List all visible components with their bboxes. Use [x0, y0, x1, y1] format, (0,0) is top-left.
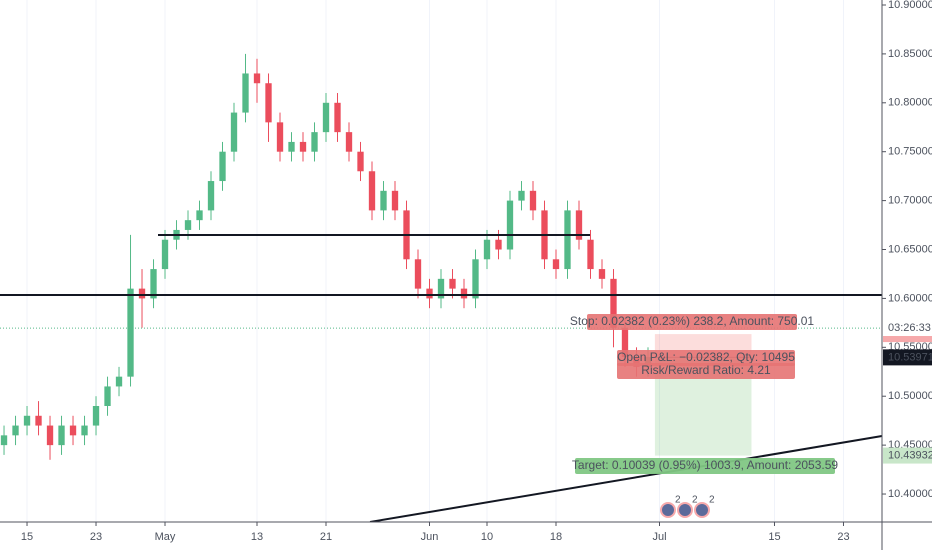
- candle-body: [529, 190, 537, 211]
- x-tick-label: 23: [837, 531, 849, 543]
- candle-body: [196, 210, 203, 221]
- candle-body: [621, 327, 629, 358]
- candle-body: [276, 122, 284, 152]
- candle-body: [46, 425, 54, 446]
- candle-body: [437, 278, 445, 299]
- x-tick-label: 23: [90, 531, 102, 543]
- x-tick-label: 18: [550, 531, 562, 543]
- x-tick-label: 10: [481, 531, 493, 543]
- candle-body: [265, 83, 272, 123]
- plot: [0, 53, 883, 523]
- candle-body: [460, 288, 468, 299]
- candle-body: [242, 73, 249, 113]
- candle-body: [587, 239, 594, 270]
- candle-body: [368, 171, 376, 211]
- candle-body: [12, 425, 19, 436]
- candle-body: [483, 239, 491, 260]
- candle-body: [23, 415, 31, 426]
- candle-body: [230, 112, 238, 152]
- y-tick-label: 10.65000: [888, 243, 932, 255]
- rr-label-box: [617, 363, 795, 379]
- y-tick-label: 10.50000: [888, 390, 932, 402]
- target-label-box: [575, 458, 835, 474]
- candle-body: [334, 102, 341, 133]
- y-tick-label: 10.75000: [888, 146, 932, 158]
- candle-body: [426, 288, 433, 299]
- candle-body: [610, 278, 617, 328]
- candle-body: [92, 406, 100, 426]
- target-label: Target: 0.10039 (0.95%) 1003.9, Amount: …: [572, 458, 839, 472]
- candle-body: [345, 132, 353, 152]
- candle-body: [506, 200, 514, 250]
- pnl-label: Open P&L: −0.02382, Qty: 10495: [617, 350, 795, 364]
- x-tick-label: May: [155, 531, 176, 543]
- y-tick-label: 10.85000: [888, 48, 932, 60]
- candle-body: [552, 259, 560, 270]
- candle-body: [472, 259, 479, 299]
- candle-body: [35, 415, 42, 426]
- candle-body: [564, 210, 571, 270]
- candle-body: [598, 269, 606, 279]
- candle-body: [127, 288, 134, 377]
- candle-body: [184, 220, 192, 230]
- candle-body: [391, 190, 399, 211]
- labels: Stop: 0.02382 (0.23%) 238.2, Amount: 750…: [570, 314, 932, 518]
- candle-body: [311, 132, 318, 152]
- candle-body: [150, 269, 157, 299]
- candle-body: [253, 73, 261, 84]
- x-tick-label: 13: [251, 531, 263, 543]
- event-icon[interactable]: [694, 502, 710, 518]
- candle-body: [161, 239, 169, 270]
- event-icon[interactable]: [677, 502, 693, 518]
- candle-body: [69, 425, 77, 436]
- event-icon[interactable]: [660, 502, 676, 518]
- candle-body: [115, 376, 123, 387]
- countdown-box: [883, 320, 932, 336]
- trendline[interactable]: [369, 435, 883, 523]
- candle-body: [58, 425, 65, 446]
- event-count: 2: [675, 495, 681, 506]
- y-tick-label: 10.60000: [888, 292, 932, 304]
- y-tick-label: 10.80000: [888, 97, 932, 109]
- event-count: 2: [709, 495, 715, 506]
- entry-axis-label: 10.53971: [888, 351, 932, 363]
- candle-body: [322, 102, 330, 133]
- candle-body: [81, 425, 88, 436]
- stop-label-box: [587, 314, 797, 330]
- candle-body: [575, 210, 583, 240]
- candle-body: [357, 151, 364, 172]
- x-tick-label: 21: [320, 531, 332, 543]
- x-tick-label: 15: [768, 531, 780, 543]
- candle-body: [288, 141, 295, 152]
- entry-axis-box: [883, 349, 932, 366]
- target-axis-label: 10.43932: [888, 449, 932, 461]
- y-tick-label: 10.70000: [888, 195, 932, 207]
- y-tick-label: 10.90000: [888, 0, 932, 11]
- x-tick-label: 15: [21, 531, 33, 543]
- x-tick-label: Jul: [652, 531, 666, 543]
- y-tick-label: 10.40000: [888, 488, 932, 500]
- time-axis-bg: [0, 522, 932, 550]
- event-count: 2: [692, 495, 698, 506]
- countdown: 03:26:33: [888, 322, 931, 334]
- candle-body: [138, 288, 146, 299]
- rr-label: Risk/Reward Ratio: 4.21: [641, 363, 771, 377]
- candle-body: [380, 190, 387, 211]
- price-axis-bg: [882, 0, 932, 550]
- candle-body: [299, 141, 307, 152]
- candle-body: [219, 151, 226, 182]
- candle-body: [495, 239, 502, 250]
- candle-body: [449, 278, 456, 289]
- pnl-label-box: [617, 350, 795, 366]
- candle-body: [207, 181, 215, 211]
- candle-body: [414, 259, 422, 289]
- stop-label: Stop: 0.02382 (0.23%) 238.2, Amount: 750…: [570, 314, 815, 328]
- x-tick-label: Jun: [421, 531, 439, 543]
- candle-body: [518, 190, 525, 201]
- candle-body: [0, 435, 8, 446]
- target-axis-box: [883, 447, 932, 464]
- candle-body: [104, 386, 111, 406]
